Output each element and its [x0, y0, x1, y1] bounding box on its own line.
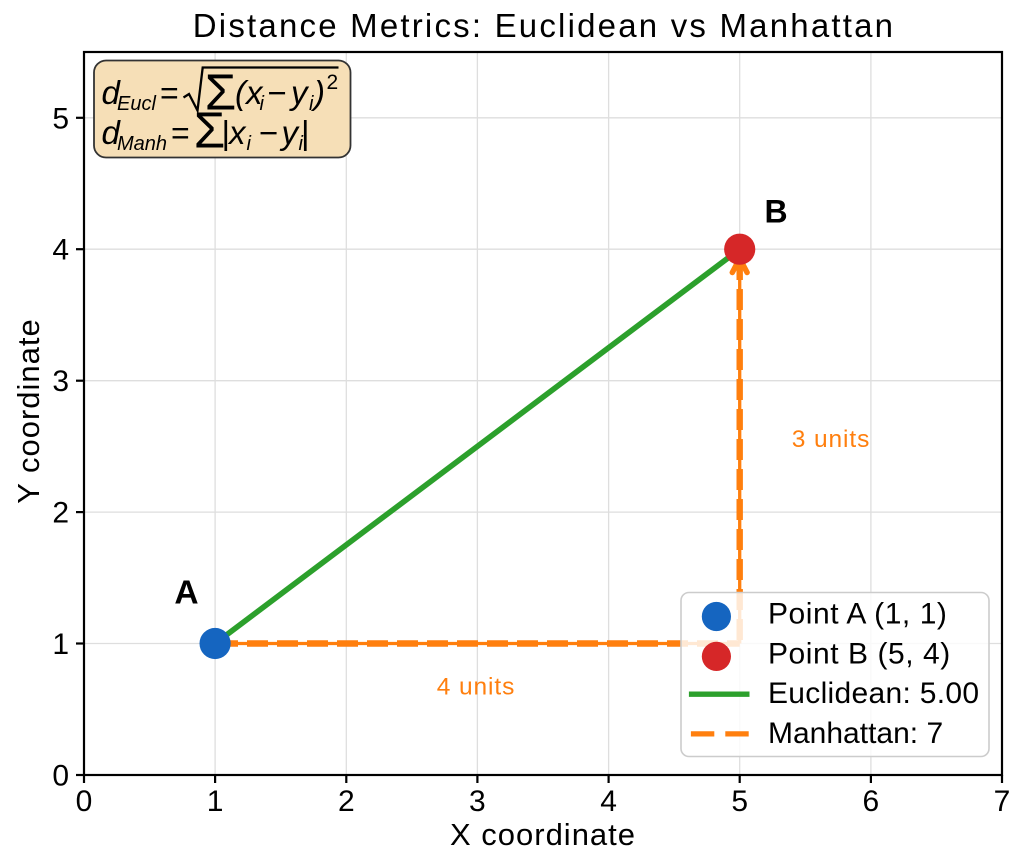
svg-text:|: | — [222, 114, 231, 151]
svg-text:A: A — [174, 575, 198, 612]
svg-text:2: 2 — [52, 497, 69, 530]
svg-text:3: 3 — [469, 785, 486, 818]
svg-text:4: 4 — [52, 234, 69, 267]
svg-text:7: 7 — [994, 785, 1011, 818]
svg-text:i: i — [309, 93, 314, 115]
svg-text:2: 2 — [327, 71, 339, 94]
svg-text:5: 5 — [731, 785, 748, 818]
svg-text:Distance Metrics: Euclidean vs: Distance Metrics: Euclidean vs Manhattan — [193, 7, 895, 44]
svg-text:Σ: Σ — [205, 64, 237, 121]
svg-text:x: x — [227, 114, 247, 151]
svg-text:y: y — [289, 74, 310, 111]
svg-text:Point A (1, 1): Point A (1, 1) — [768, 597, 947, 630]
svg-text:Manhattan: 7: Manhattan: 7 — [768, 717, 943, 750]
svg-text:0: 0 — [52, 760, 69, 793]
svg-text:1: 1 — [207, 785, 224, 818]
svg-text:=: = — [160, 75, 179, 111]
svg-text:−: − — [268, 74, 287, 111]
svg-text:=: = — [171, 115, 190, 151]
svg-text:d: d — [102, 114, 122, 151]
svg-text:i: i — [260, 93, 265, 115]
svg-text:5: 5 — [52, 102, 69, 135]
svg-text:Σ: Σ — [194, 102, 226, 159]
svg-text:i: i — [247, 133, 252, 155]
svg-text:d: d — [102, 74, 122, 111]
svg-text:Eucl: Eucl — [117, 93, 156, 115]
svg-text:3 units: 3 units — [792, 426, 870, 453]
svg-text:Point B (5, 4): Point B (5, 4) — [768, 637, 951, 670]
svg-text:): ) — [310, 74, 325, 111]
svg-text:0: 0 — [76, 785, 93, 818]
svg-text:(x: (x — [235, 74, 264, 111]
svg-text:4: 4 — [600, 785, 617, 818]
svg-text:2: 2 — [338, 785, 355, 818]
svg-text:3: 3 — [52, 365, 69, 398]
svg-text:1: 1 — [52, 628, 69, 661]
svg-text:4 units: 4 units — [437, 674, 515, 701]
svg-text:Y coordinate: Y coordinate — [11, 318, 46, 504]
svg-text:−: − — [259, 114, 278, 151]
svg-text:i: i — [299, 133, 304, 155]
svg-text:y: y — [280, 114, 301, 151]
svg-text:X coordinate: X coordinate — [450, 817, 636, 852]
svg-text:Manh: Manh — [117, 133, 167, 155]
svg-text:Euclidean: 5.00: Euclidean: 5.00 — [768, 677, 979, 710]
svg-text:6: 6 — [863, 785, 880, 818]
svg-text:|: | — [301, 114, 310, 151]
svg-text:B: B — [764, 194, 787, 230]
